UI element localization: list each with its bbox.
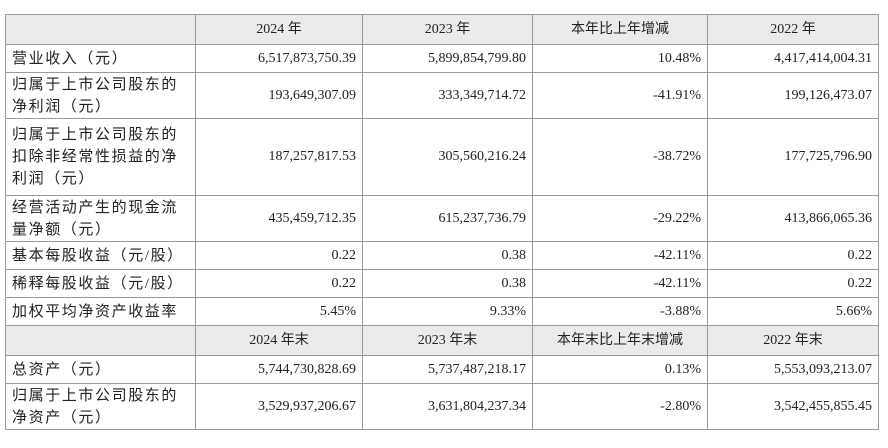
cell-value: -38.72% bbox=[532, 118, 708, 196]
cell-value: 3,542,455,855.45 bbox=[707, 383, 879, 430]
cell-value: 5.45% bbox=[195, 297, 363, 326]
cell-value: 305,560,216.24 bbox=[362, 118, 533, 196]
data-row: 归属于上市公司股东的扣除非经常性损益的净利润（元） 187,257,817.53 3… bbox=[5, 118, 879, 196]
data-row: 归属于上市公司股东的净利润（元） 193,649,307.09 333,349,71… bbox=[5, 72, 879, 119]
cell-value: 0.13% bbox=[532, 355, 708, 384]
cell-value: 193,649,307.09 bbox=[195, 72, 363, 119]
column-header: 本年末比上年末增减 bbox=[532, 325, 708, 356]
data-row: 经营活动产生的现金流量净额（元） 435,459,712.35 615,237,73… bbox=[5, 195, 879, 242]
cell-value: 5,899,854,799.80 bbox=[362, 44, 533, 73]
row-label: 营业收入（元） bbox=[5, 44, 196, 73]
cell-value: 0.22 bbox=[195, 241, 363, 270]
row-label: 总资产（元） bbox=[5, 355, 196, 384]
financial-table: 2024 年 2023 年本年比上年增减 2022 年营业收入（元） 6,517,87… bbox=[5, 14, 879, 430]
row-label: 稀释每股收益（元/股） bbox=[5, 269, 196, 298]
cell-value: 0.38 bbox=[362, 241, 533, 270]
column-header: 2023 年 bbox=[362, 14, 533, 45]
cell-value: 187,257,817.53 bbox=[195, 118, 363, 196]
data-row: 营业收入（元） 6,517,873,750.39 5,899,854,799.80 1… bbox=[5, 44, 879, 73]
cell-value: 9.33% bbox=[362, 297, 533, 326]
header-row: 2024 年 2023 年本年比上年增减 2022 年 bbox=[5, 14, 879, 45]
header-empty bbox=[5, 14, 196, 45]
cell-value: 5,744,730,828.69 bbox=[195, 355, 363, 384]
cell-value: 0.22 bbox=[707, 241, 879, 270]
cell-value: 10.48% bbox=[532, 44, 708, 73]
cell-value: 0.38 bbox=[362, 269, 533, 298]
data-row: 总资产（元） 5,744,730,828.69 5,737,487,218.17 0.… bbox=[5, 355, 879, 384]
row-label: 基本每股收益（元/股） bbox=[5, 241, 196, 270]
cell-value: 615,237,736.79 bbox=[362, 195, 533, 242]
header-row: 2024 年末 2023 年末 本年末比上年末增减 2022 年末 bbox=[5, 325, 879, 356]
column-header: 2022 年末 bbox=[707, 325, 879, 356]
data-row: 基本每股收益（元/股） 0.22 0.38 -42.11% 0.22 bbox=[5, 241, 879, 270]
cell-value: 333,349,714.72 bbox=[362, 72, 533, 119]
row-label: 归属于上市公司股东的扣除非经常性损益的净利润（元） bbox=[5, 118, 196, 196]
header-empty bbox=[5, 325, 196, 356]
cell-value: -2.80% bbox=[532, 383, 708, 430]
row-label: 归属于上市公司股东的净资产（元） bbox=[5, 383, 196, 430]
cell-value: -42.11% bbox=[532, 269, 708, 298]
cell-value: 0.22 bbox=[707, 269, 879, 298]
cell-value: -3.88% bbox=[532, 297, 708, 326]
cell-value: 413,866,065.36 bbox=[707, 195, 879, 242]
cell-value: 5,737,487,218.17 bbox=[362, 355, 533, 384]
cell-value: -42.11% bbox=[532, 241, 708, 270]
cell-value: 199,126,473.07 bbox=[707, 72, 879, 119]
row-label: 归属于上市公司股东的净利润（元） bbox=[5, 72, 196, 119]
cell-value: 3,529,937,206.67 bbox=[195, 383, 363, 430]
cell-value: 0.22 bbox=[195, 269, 363, 298]
cell-value: 4,417,414,004.31 bbox=[707, 44, 879, 73]
column-header: 2024 年末 bbox=[195, 325, 363, 356]
column-header: 2023 年末 bbox=[362, 325, 533, 356]
cell-value: 177,725,796.90 bbox=[707, 118, 879, 196]
data-row: 归属于上市公司股东的净资产（元） 3,529,937,206.67 3,631,80… bbox=[5, 383, 879, 430]
column-header: 本年比上年增减 bbox=[532, 14, 708, 45]
cell-value: 435,459,712.35 bbox=[195, 195, 363, 242]
data-row: 稀释每股收益（元/股） 0.22 0.38 -42.11% 0.22 bbox=[5, 269, 879, 298]
cell-value: 6,517,873,750.39 bbox=[195, 44, 363, 73]
cell-value: -41.91% bbox=[532, 72, 708, 119]
data-row: 加权平均净资产收益率 5.45% 9.33% -3.88% 5.66% bbox=[5, 297, 879, 326]
column-header: 2022 年 bbox=[707, 14, 879, 45]
cell-value: 5,553,093,213.07 bbox=[707, 355, 879, 384]
cell-value: -29.22% bbox=[532, 195, 708, 242]
column-header: 2024 年 bbox=[195, 14, 363, 45]
row-label: 经营活动产生的现金流量净额（元） bbox=[5, 195, 196, 242]
row-label: 加权平均净资产收益率 bbox=[5, 297, 196, 326]
cell-value: 3,631,804,237.34 bbox=[362, 383, 533, 430]
cell-value: 5.66% bbox=[707, 297, 879, 326]
